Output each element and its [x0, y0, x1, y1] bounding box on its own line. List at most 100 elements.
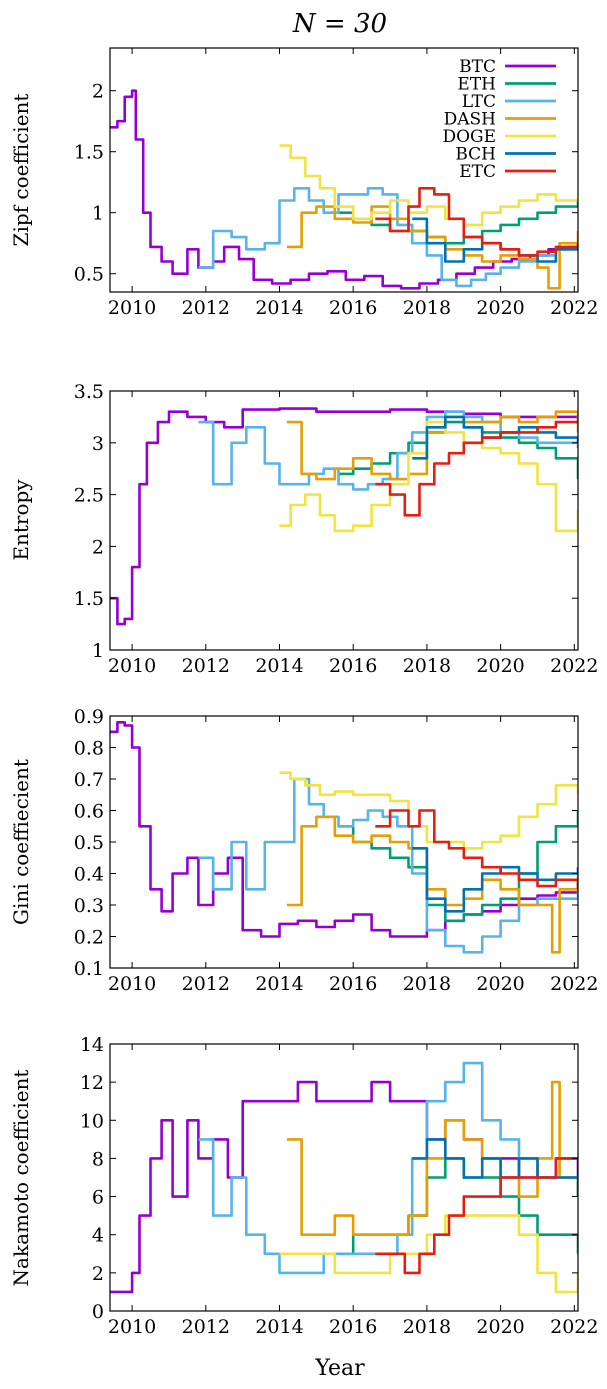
y-tick-label: 6: [92, 1187, 104, 1209]
series-line-ltc: [198, 187, 578, 288]
series-line-doge: [279, 144, 578, 227]
y-axis-label: Entropy: [9, 479, 33, 561]
series-line-btc: [110, 89, 578, 290]
y-tick-label: 0.8: [74, 738, 104, 760]
panel-3: 0.1 0.2 0.3 0.4 0.5 0.6 0.7 0.8 0.9 2010 2012 2014 2…: [9, 706, 598, 995]
x-tick-label: 2010: [108, 1316, 156, 1338]
x-tick-label: 2020: [476, 655, 524, 677]
series-line-btc: [110, 407, 578, 626]
y-tick-label: 1: [92, 203, 104, 225]
series-line-etc: [375, 1157, 578, 1275]
legend-label: BTC: [459, 57, 496, 77]
x-tick-label: 2018: [403, 973, 451, 995]
y-tick-label: 2: [92, 536, 104, 558]
x-tick-label: 2020: [476, 1316, 524, 1338]
series-line-doge: [279, 771, 578, 850]
legend-label: ETH: [457, 75, 496, 95]
x-tick-label: 2014: [255, 1316, 303, 1338]
series-line-dash: [286, 205, 578, 290]
x-tick-label: 2012: [182, 973, 230, 995]
x-tick-label: 2012: [182, 1316, 230, 1338]
y-tick-label: 1.5: [74, 142, 104, 164]
series-group: [110, 89, 578, 290]
x-tick-label: 2018: [403, 655, 451, 677]
y-tick-label: 0.6: [74, 801, 104, 823]
x-axis-label: Year: [314, 1356, 365, 1381]
y-tick-label: 0.7: [74, 769, 104, 791]
series-line-ltc: [198, 1061, 578, 1275]
y-tick-label: 2: [92, 1263, 104, 1285]
plot-frame: [109, 1043, 579, 1312]
y-tick-label: 0.5: [74, 832, 104, 854]
x-tick-label: 2020: [476, 297, 524, 319]
plot-frame: [109, 390, 579, 651]
series-group: [110, 407, 578, 626]
series-line-eth: [338, 420, 578, 480]
series-line-dash: [286, 815, 578, 954]
y-tick-label: 3.5: [74, 381, 104, 403]
series-line-eth: [338, 1157, 578, 1256]
plot-frame: [109, 715, 579, 969]
y-tick-label: 1.5: [74, 588, 104, 610]
series-line-btc: [110, 1080, 578, 1294]
legend-label: ETC: [459, 162, 496, 182]
y-axis-label: Nakamoto coefficient: [9, 1070, 33, 1287]
legend-label: DASH: [444, 110, 496, 130]
x-tick-label: 2014: [255, 297, 303, 319]
y-tick-label: 4: [92, 1225, 104, 1247]
x-tick-label: 2010: [108, 973, 156, 995]
x-tick-label: 2010: [108, 297, 156, 319]
panel-1: 0.5 1 1.5 2 2010 2012 2014 2016 2018 2020 2022 Zipf…: [9, 47, 598, 319]
series-line-dash: [286, 1080, 578, 1236]
y-axis-label: Gini coeffiecient: [9, 759, 33, 925]
x-tick-label: 2018: [403, 297, 451, 319]
x-tick-label: 2016: [329, 655, 377, 677]
y-tick-label: 0.3: [74, 895, 104, 917]
series-line-etc: [375, 187, 578, 257]
x-tick-label: 2022: [550, 1316, 598, 1338]
x-tick-label: 2012: [182, 655, 230, 677]
x-tick-label: 2012: [182, 297, 230, 319]
y-tick-label: 12: [80, 1072, 104, 1094]
x-tick-label: 2014: [255, 655, 303, 677]
x-tick-label: 2022: [550, 655, 598, 677]
y-tick-label: 0: [92, 1301, 104, 1323]
y-tick-label: 2.5: [74, 485, 104, 507]
legend-label: DOGE: [442, 127, 496, 147]
x-tick-label: 2016: [329, 1316, 377, 1338]
x-tick-label: 2010: [108, 655, 156, 677]
x-tick-label: 2022: [550, 973, 598, 995]
series-line-btc: [110, 721, 578, 938]
series-group: [110, 1061, 578, 1294]
x-tick-label: 2016: [329, 297, 377, 319]
series-group: [110, 721, 578, 954]
x-tick-label: 2014: [255, 973, 303, 995]
y-tick-label: 3: [92, 433, 104, 455]
y-tick-label: 8: [92, 1148, 104, 1170]
y-tick-label: 2: [92, 81, 104, 103]
y-tick-label: 1: [92, 640, 104, 662]
x-tick-label: 2016: [329, 973, 377, 995]
x-tick-label: 2018: [403, 1316, 451, 1338]
y-tick-label: 0.9: [74, 706, 104, 728]
series-line-etc: [375, 809, 578, 890]
series-line-etc: [375, 420, 578, 517]
y-tick-label: 0.2: [74, 927, 104, 949]
y-tick-label: 0.4: [74, 864, 104, 886]
y-tick-label: 0.5: [74, 264, 104, 286]
series-line-ltc: [198, 777, 578, 954]
plot-frame: [109, 47, 579, 293]
legend-label: BCH: [455, 145, 496, 165]
panel-2: 1 1.5 2 2.5 3 3.5 2010 2012 2014 2016 2018 2020 2022…: [9, 381, 598, 677]
series-line-eth: [338, 810, 578, 923]
legend-label: LTC: [462, 92, 496, 112]
y-axis-label: Zipf coefficient: [9, 94, 33, 247]
x-tick-label: 2022: [550, 297, 598, 319]
y-tick-label: 10: [80, 1110, 104, 1132]
panel-4: 0 2 4 6 8 10 12 14 2010 2012 2014 2016 2018 2020 2022 N…: [9, 1034, 598, 1338]
y-tick-label: 14: [80, 1034, 104, 1056]
y-tick-label: 0.1: [74, 958, 104, 980]
